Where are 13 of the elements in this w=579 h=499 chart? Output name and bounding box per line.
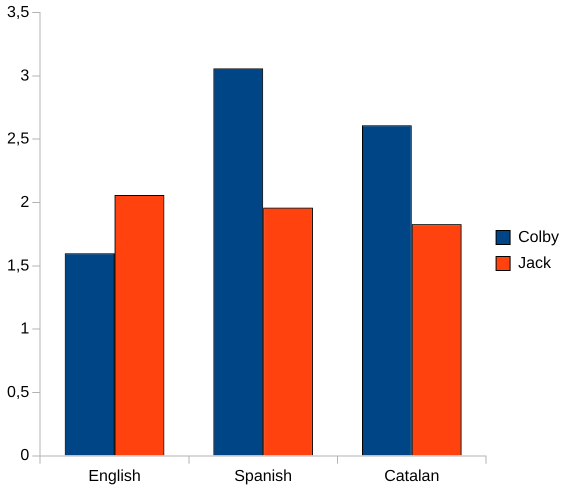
y-tick-label: 0,5 <box>6 384 30 401</box>
y-tick-label: 3 <box>20 67 30 84</box>
legend-label: Jack <box>518 254 552 272</box>
y-tick-label: 1,5 <box>6 257 30 274</box>
x-tick-label: Catalan <box>384 468 440 485</box>
y-tick-label: 0 <box>20 447 30 464</box>
y-tick-label: 2,5 <box>6 130 30 148</box>
legend-label: Colby <box>518 228 559 246</box>
y-tick-label: 3,5 <box>6 4 30 22</box>
x-tick-label: English <box>88 468 141 485</box>
x-tick-label: Spanish <box>234 468 292 485</box>
y-tick-label: 2 <box>20 194 30 211</box>
y-tick-label: 1 <box>20 320 30 338</box>
